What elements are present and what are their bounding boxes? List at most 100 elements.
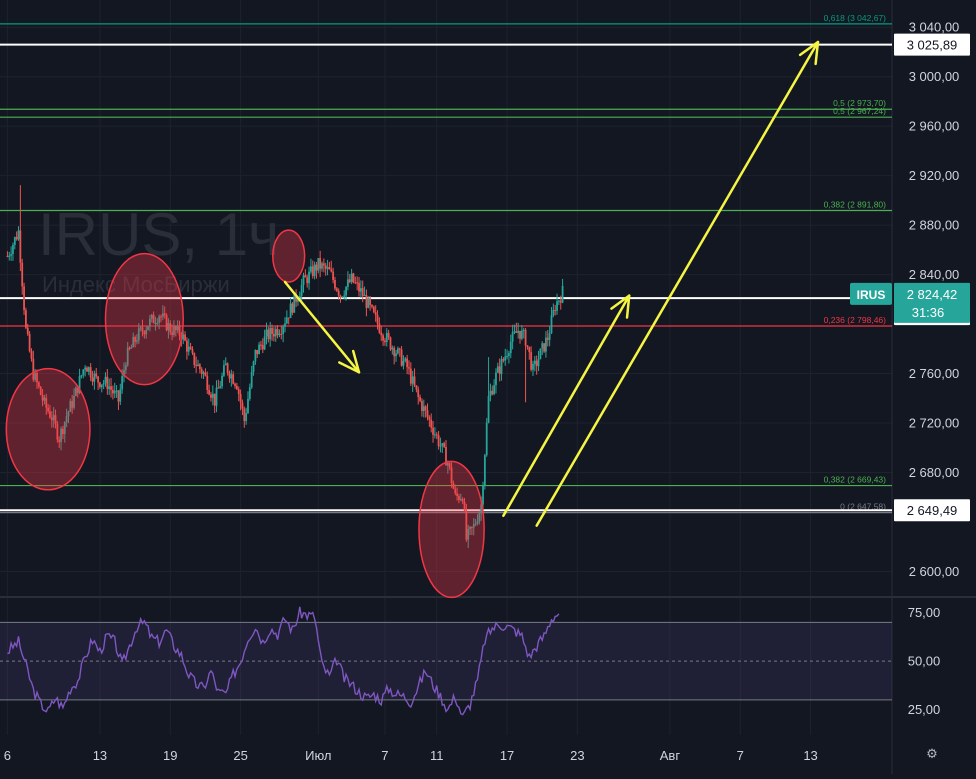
candle-body bbox=[119, 389, 122, 402]
key-levels[interactable] bbox=[0, 43, 892, 512]
candle-body bbox=[256, 349, 259, 355]
candle-body bbox=[374, 312, 377, 315]
candle-body bbox=[187, 346, 190, 352]
candle-body bbox=[398, 348, 401, 350]
candle-body bbox=[124, 365, 127, 371]
candle-body bbox=[519, 330, 521, 339]
candle-body bbox=[47, 407, 50, 412]
time-tick-label: 7 bbox=[381, 748, 388, 763]
settings-icon[interactable]: ⚙ bbox=[926, 746, 938, 761]
arrow-shaft bbox=[535, 40, 820, 527]
candle-body bbox=[136, 340, 138, 342]
candle-body bbox=[113, 390, 116, 394]
candle-body bbox=[19, 230, 22, 263]
candles[interactable] bbox=[6, 185, 564, 549]
key-level-tag bbox=[894, 499, 970, 522]
candle-body bbox=[111, 389, 114, 394]
candle-body bbox=[278, 333, 281, 336]
candle-body bbox=[537, 359, 540, 367]
candle-body bbox=[86, 367, 88, 372]
time-axis[interactable]: 6 13 19 25 Июл 7 11 17 23 Авг 7 13 bbox=[4, 748, 818, 763]
candle-body bbox=[65, 416, 68, 423]
candle-body bbox=[235, 385, 238, 390]
candle-body bbox=[445, 446, 447, 466]
candle-body bbox=[130, 347, 133, 349]
candle-body bbox=[409, 368, 412, 384]
candle-body bbox=[71, 401, 74, 408]
candle-body bbox=[528, 346, 531, 353]
candle-body bbox=[150, 314, 153, 319]
candle-body bbox=[557, 300, 560, 302]
candle-body bbox=[517, 330, 520, 333]
candle-body bbox=[228, 372, 231, 379]
candle-body bbox=[413, 376, 416, 386]
candle-body bbox=[495, 372, 497, 386]
candle-body bbox=[428, 416, 431, 420]
candle-body bbox=[435, 434, 438, 436]
candle-body bbox=[208, 390, 211, 395]
candle-body bbox=[337, 290, 340, 296]
price-tick-label: 2 840,00 bbox=[909, 267, 960, 282]
candle-body bbox=[393, 347, 396, 357]
candle-body bbox=[389, 337, 392, 350]
candle-body bbox=[530, 352, 533, 370]
candle-body bbox=[504, 356, 507, 361]
candle-body bbox=[532, 363, 534, 370]
candle-body bbox=[243, 408, 246, 422]
candle-body bbox=[204, 372, 207, 376]
candle-body bbox=[128, 347, 131, 349]
candle-body bbox=[411, 376, 414, 384]
candle-body bbox=[526, 345, 529, 347]
candle-body bbox=[184, 334, 186, 341]
candle-body bbox=[432, 427, 434, 435]
candle-body bbox=[108, 386, 111, 390]
candle-body bbox=[69, 401, 72, 412]
candle-body bbox=[380, 332, 383, 336]
candle-body bbox=[200, 369, 203, 374]
fib-level-label: 0,382 (2 891,80) bbox=[824, 200, 887, 210]
candle-body bbox=[219, 386, 222, 389]
price-axis[interactable]: 3 040,00 3 000,00 2 960,00 2 920,00 2 880,00… bbox=[908, 20, 960, 717]
time-tick-label: 17 bbox=[500, 748, 514, 763]
candle-body bbox=[415, 385, 418, 390]
candle-body bbox=[261, 345, 264, 350]
candle-body bbox=[265, 329, 268, 337]
candle-body bbox=[250, 371, 253, 388]
candle-body bbox=[139, 327, 142, 329]
candle-body bbox=[313, 264, 316, 277]
candle-body bbox=[195, 364, 198, 366]
candle-body bbox=[506, 356, 508, 358]
candle-body bbox=[247, 398, 249, 414]
candle-body bbox=[487, 396, 490, 423]
candle-body bbox=[382, 335, 384, 341]
candle-body bbox=[87, 367, 90, 372]
candle-body bbox=[300, 284, 303, 296]
candle-body bbox=[297, 299, 299, 302]
candle-body bbox=[535, 360, 538, 367]
candle-body bbox=[58, 439, 61, 443]
candle-body bbox=[56, 423, 59, 440]
candle-body bbox=[60, 428, 62, 443]
candle-body bbox=[369, 298, 372, 305]
candle-body bbox=[41, 394, 44, 401]
trend-arrows[interactable] bbox=[283, 40, 820, 527]
candle-body bbox=[515, 331, 518, 333]
candle-body bbox=[387, 332, 390, 338]
candle-body bbox=[282, 326, 285, 334]
candle-body bbox=[520, 330, 523, 339]
candle-body bbox=[483, 455, 486, 486]
fibonacci-levels[interactable]: 0,618 (3 042,67) 0,5 (2 973,70)0,5 (2 967… bbox=[0, 13, 892, 514]
rsi-pane[interactable] bbox=[0, 606, 892, 716]
candle-body bbox=[356, 282, 359, 284]
candle-body bbox=[334, 279, 336, 289]
candle-body bbox=[422, 406, 425, 412]
watermark-symbol: IRUS, 1ч bbox=[38, 201, 279, 268]
candle-body bbox=[502, 359, 505, 361]
highlight-circles[interactable] bbox=[5, 229, 485, 599]
candle-body bbox=[335, 288, 338, 291]
candle-body bbox=[141, 327, 144, 332]
candle-body bbox=[317, 258, 320, 271]
